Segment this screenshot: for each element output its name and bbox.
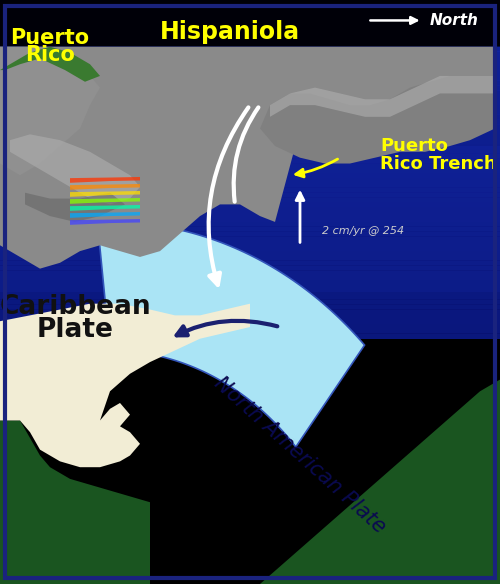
Bar [0, 202, 500, 207]
Bar [0, 71, 500, 76]
Bar [0, 81, 500, 86]
Bar [0, 110, 500, 115]
Bar [0, 329, 500, 334]
Bar [0, 154, 500, 159]
Bar [0, 333, 500, 339]
Bar [0, 56, 500, 61]
Polygon shape [260, 76, 495, 164]
Polygon shape [70, 191, 140, 197]
Polygon shape [0, 420, 150, 584]
Bar [0, 173, 500, 178]
Polygon shape [98, 222, 364, 447]
Bar [0, 146, 500, 292]
Polygon shape [70, 212, 140, 218]
Bar [0, 294, 500, 300]
Polygon shape [25, 193, 125, 222]
Bar [0, 285, 500, 290]
Bar [0, 46, 500, 51]
Bar [0, 163, 500, 168]
Bar [0, 290, 500, 295]
Bar [0, 158, 500, 164]
Text: North: North [430, 13, 479, 28]
Polygon shape [70, 219, 140, 225]
Polygon shape [70, 184, 140, 190]
Text: Rico: Rico [25, 46, 75, 65]
Bar [0, 324, 500, 329]
Bar [0, 114, 500, 120]
Bar [0, 260, 500, 266]
Bar [0, 231, 500, 237]
Polygon shape [70, 205, 140, 211]
Bar [0, 192, 500, 197]
Bar [0, 207, 500, 212]
Text: Caribbean: Caribbean [0, 294, 151, 319]
Bar [0, 187, 500, 193]
Bar [0, 221, 500, 227]
Bar [0, 61, 500, 66]
Bar [0, 95, 500, 100]
Bar [0, 105, 500, 110]
Bar [0, 124, 500, 130]
Bar [0, 319, 500, 324]
Bar [0, 129, 500, 134]
Bar [0, 251, 500, 256]
Polygon shape [10, 134, 140, 204]
Bar [0, 256, 500, 261]
Bar [0, 148, 500, 154]
Bar [0, 66, 500, 71]
Polygon shape [270, 76, 495, 117]
Bar [0, 236, 500, 241]
Bar [0, 119, 500, 124]
Polygon shape [0, 47, 495, 269]
Bar [0, 270, 500, 276]
Bar [0, 144, 500, 149]
Bar [0, 309, 500, 314]
Text: North American Plate: North American Plate [210, 373, 390, 538]
Polygon shape [260, 380, 500, 584]
Polygon shape [0, 47, 100, 82]
Bar [0, 197, 500, 203]
Bar [0, 168, 500, 173]
Bar [0, 0, 500, 339]
Text: Rico Trench: Rico Trench [380, 155, 496, 172]
Bar [0, 265, 500, 270]
Bar [0, 183, 500, 188]
Bar [0, 85, 500, 91]
Polygon shape [0, 304, 250, 467]
Bar [0, 304, 500, 310]
Bar [0, 139, 500, 144]
Bar [0, 90, 500, 95]
Bar [0, 246, 500, 251]
Text: Hispaniola: Hispaniola [160, 20, 300, 44]
Text: Puerto: Puerto [380, 137, 448, 155]
Bar [0, 227, 500, 232]
Bar [0, 212, 500, 217]
Polygon shape [70, 198, 140, 204]
Bar [0, 134, 500, 139]
Bar [0, 100, 500, 105]
Bar [0, 217, 500, 222]
Text: Plate: Plate [36, 317, 114, 343]
Polygon shape [70, 177, 140, 183]
Polygon shape [0, 47, 100, 175]
Bar [0, 51, 500, 57]
Bar [0, 275, 500, 280]
Bar [0, 300, 500, 305]
Bar [0, 241, 500, 246]
Bar [0, 314, 500, 319]
Bar [0, 280, 500, 285]
Text: Puerto: Puerto [10, 28, 90, 48]
Bar [0, 47, 500, 339]
Bar [0, 75, 500, 81]
Bar [0, 178, 500, 183]
Text: 2 cm/yr @ 254: 2 cm/yr @ 254 [322, 225, 404, 236]
